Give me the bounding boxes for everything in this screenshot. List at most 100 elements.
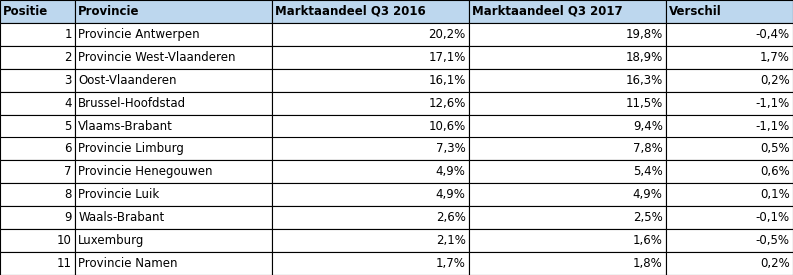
Bar (75, 160, 272, 183)
Text: 4,9%: 4,9% (633, 188, 663, 201)
Bar (272, 183, 469, 206)
Text: Oost-Vlaanderen: Oost-Vlaanderen (78, 74, 177, 87)
Text: 18,9%: 18,9% (626, 51, 663, 64)
Bar (0, 138, 75, 160)
Bar (666, 183, 793, 206)
Text: 11,5%: 11,5% (626, 97, 663, 110)
Bar (272, 23, 469, 46)
Bar (272, 69, 469, 92)
Bar (0, 115, 75, 138)
Text: Provincie Antwerpen: Provincie Antwerpen (78, 28, 200, 41)
Text: 1,7%: 1,7% (760, 51, 790, 64)
Text: 0,5%: 0,5% (760, 142, 790, 155)
Bar (272, 0, 469, 23)
Text: 1: 1 (64, 28, 71, 41)
Text: Vlaams-Brabant: Vlaams-Brabant (78, 120, 173, 133)
Text: -0,5%: -0,5% (756, 234, 790, 247)
Text: 10,6%: 10,6% (428, 120, 465, 133)
Bar (75, 138, 272, 160)
Bar (469, 69, 666, 92)
Text: 9: 9 (64, 211, 71, 224)
Bar (75, 69, 272, 92)
Text: 7,8%: 7,8% (633, 142, 663, 155)
Bar (0, 23, 75, 46)
Text: Positie: Positie (3, 5, 48, 18)
Bar (666, 0, 793, 23)
Bar (0, 46, 75, 69)
Bar (0, 229, 75, 252)
Text: -1,1%: -1,1% (756, 97, 790, 110)
Text: 16,1%: 16,1% (428, 74, 465, 87)
Text: 7,3%: 7,3% (436, 142, 465, 155)
Bar (272, 206, 469, 229)
Text: 2,1%: 2,1% (436, 234, 465, 247)
Bar (666, 69, 793, 92)
Bar (469, 206, 666, 229)
Text: 2,6%: 2,6% (436, 211, 465, 224)
Bar (469, 115, 666, 138)
Text: 0,1%: 0,1% (760, 188, 790, 201)
Text: 9,4%: 9,4% (633, 120, 663, 133)
Text: 7: 7 (64, 165, 71, 178)
Bar (469, 92, 666, 115)
Bar (469, 252, 666, 275)
Text: Luxemburg: Luxemburg (78, 234, 144, 247)
Bar (666, 252, 793, 275)
Text: 5,4%: 5,4% (633, 165, 663, 178)
Text: 3: 3 (64, 74, 71, 87)
Bar (272, 115, 469, 138)
Text: 4,9%: 4,9% (436, 188, 465, 201)
Text: 1,7%: 1,7% (436, 257, 465, 270)
Bar (469, 0, 666, 23)
Bar (75, 46, 272, 69)
Text: 0,2%: 0,2% (760, 257, 790, 270)
Bar (75, 183, 272, 206)
Text: 20,2%: 20,2% (428, 28, 465, 41)
Text: 4: 4 (64, 97, 71, 110)
Bar (75, 23, 272, 46)
Text: Provincie Luik: Provincie Luik (78, 188, 159, 201)
Text: Marktaandeel Q3 2017: Marktaandeel Q3 2017 (472, 5, 623, 18)
Text: 6: 6 (64, 142, 71, 155)
Text: Waals-Brabant: Waals-Brabant (78, 211, 164, 224)
Bar (469, 183, 666, 206)
Bar (0, 160, 75, 183)
Text: -1,1%: -1,1% (756, 120, 790, 133)
Text: Provincie Namen: Provincie Namen (78, 257, 178, 270)
Text: -0,4%: -0,4% (756, 28, 790, 41)
Bar (0, 92, 75, 115)
Text: 8: 8 (64, 188, 71, 201)
Bar (75, 252, 272, 275)
Text: Provincie: Provincie (78, 5, 140, 18)
Bar (272, 229, 469, 252)
Bar (0, 0, 75, 23)
Bar (272, 92, 469, 115)
Bar (469, 160, 666, 183)
Text: 5: 5 (64, 120, 71, 133)
Text: Provincie Henegouwen: Provincie Henegouwen (78, 165, 213, 178)
Bar (272, 138, 469, 160)
Text: 17,1%: 17,1% (428, 51, 465, 64)
Text: Marktaandeel Q3 2016: Marktaandeel Q3 2016 (275, 5, 426, 18)
Bar (469, 229, 666, 252)
Bar (666, 229, 793, 252)
Bar (469, 46, 666, 69)
Text: 0,6%: 0,6% (760, 165, 790, 178)
Text: 2: 2 (64, 51, 71, 64)
Text: 2,5%: 2,5% (633, 211, 663, 224)
Bar (0, 206, 75, 229)
Bar (272, 252, 469, 275)
Text: 1,8%: 1,8% (633, 257, 663, 270)
Bar (666, 160, 793, 183)
Bar (469, 138, 666, 160)
Bar (666, 206, 793, 229)
Bar (666, 138, 793, 160)
Bar (75, 229, 272, 252)
Bar (666, 92, 793, 115)
Text: Brussel-Hoofdstad: Brussel-Hoofdstad (78, 97, 186, 110)
Bar (75, 206, 272, 229)
Bar (75, 92, 272, 115)
Text: -0,1%: -0,1% (756, 211, 790, 224)
Bar (0, 69, 75, 92)
Text: 10: 10 (57, 234, 71, 247)
